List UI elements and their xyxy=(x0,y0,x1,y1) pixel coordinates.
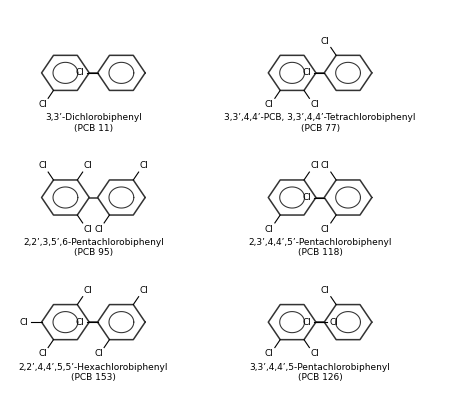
Text: Cl: Cl xyxy=(84,286,93,295)
Text: Cl: Cl xyxy=(84,161,93,170)
Text: Cl: Cl xyxy=(75,318,84,327)
Text: Cl: Cl xyxy=(75,68,84,77)
Text: Cl: Cl xyxy=(94,349,103,358)
Text: Cl: Cl xyxy=(38,161,47,170)
Text: 2,3’,4,4’,5’-Pentachlorobiphenyl
(PCB 118): 2,3’,4,4’,5’-Pentachlorobiphenyl (PCB 11… xyxy=(248,238,392,258)
Text: Cl: Cl xyxy=(140,286,149,295)
Text: Cl: Cl xyxy=(302,318,311,327)
Text: Cl: Cl xyxy=(321,286,329,295)
Text: 2,2’,3,5’,6-Pentachlorobiphenyl
(PCB 95): 2,2’,3,5’,6-Pentachlorobiphenyl (PCB 95) xyxy=(23,238,164,258)
Text: Cl: Cl xyxy=(19,318,28,327)
Text: Cl: Cl xyxy=(265,100,273,109)
Text: 3,3’-Dichlorobiphenyl
(PCB 11): 3,3’-Dichlorobiphenyl (PCB 11) xyxy=(45,113,142,133)
Text: Cl: Cl xyxy=(84,225,93,234)
Text: Cl: Cl xyxy=(38,349,47,358)
Text: 3,3’,4,4’,5-Pentachlorobiphenyl
(PCB 126): 3,3’,4,4’,5-Pentachlorobiphenyl (PCB 126… xyxy=(250,363,391,382)
Text: 3,3’,4,4’-PCB, 3,3’,4,4’-Tetrachlorobiphenyl
(PCB 77): 3,3’,4,4’-PCB, 3,3’,4,4’-Tetrachlorobiph… xyxy=(224,113,416,133)
Text: Cl: Cl xyxy=(265,225,273,234)
Text: 2,2’,4,4’,5,5’-Hexachlorobiphenyl
(PCB 153): 2,2’,4,4’,5,5’-Hexachlorobiphenyl (PCB 1… xyxy=(18,363,168,382)
Text: Cl: Cl xyxy=(310,349,319,358)
Text: Cl: Cl xyxy=(94,225,103,234)
Text: Cl: Cl xyxy=(310,100,319,109)
Text: Cl: Cl xyxy=(321,225,329,234)
Text: Cl: Cl xyxy=(302,193,311,202)
Text: Cl: Cl xyxy=(310,161,319,170)
Text: Cl: Cl xyxy=(321,161,329,170)
Text: Cl: Cl xyxy=(329,318,338,327)
Text: Cl: Cl xyxy=(302,68,311,77)
Text: Cl: Cl xyxy=(38,100,47,109)
Text: Cl: Cl xyxy=(321,37,329,46)
Text: Cl: Cl xyxy=(265,349,273,358)
Text: Cl: Cl xyxy=(140,161,149,170)
